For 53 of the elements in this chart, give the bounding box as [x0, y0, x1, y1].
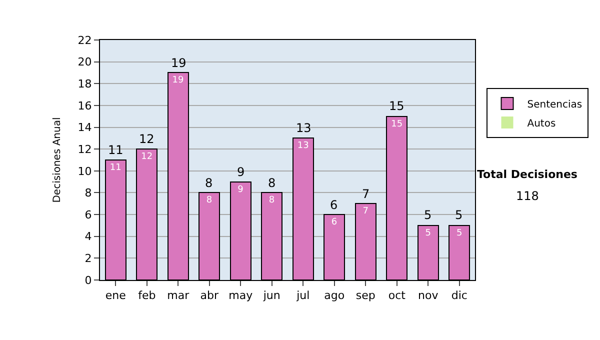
y-tick-label: 16 — [78, 99, 92, 112]
y-tick-label: 14 — [78, 121, 92, 134]
y-tick-label: 18 — [78, 77, 92, 90]
total-label: 12 — [139, 132, 154, 146]
total-label: 8 — [205, 176, 213, 190]
legend-label: Sentencias — [527, 99, 582, 110]
x-tick-label: jul — [296, 289, 310, 302]
x-tick-label: abr — [200, 289, 219, 302]
data-label: 8 — [206, 196, 212, 206]
total-label: 19 — [171, 56, 186, 70]
x-tick-label: ene — [105, 289, 126, 302]
x-tick-label: nov — [418, 289, 439, 302]
y-tick-label: 0 — [84, 274, 92, 287]
x-tick-label: oct — [388, 289, 406, 302]
total-label: 6 — [330, 198, 338, 212]
total-label: 13 — [296, 121, 312, 135]
data-label: 12 — [141, 152, 153, 162]
data-label: 9 — [238, 184, 244, 195]
y-tick-label: 6 — [84, 208, 92, 222]
text: 118 — [516, 189, 539, 203]
y-tick-label: 12 — [78, 142, 92, 156]
total-label: 5 — [455, 208, 463, 222]
text: Total Decisiones — [477, 168, 578, 181]
y-tick-label: 10 — [78, 164, 92, 178]
total-label: 8 — [268, 176, 276, 190]
y-tick-label: 2 — [84, 252, 92, 266]
data-label: 5 — [456, 228, 462, 238]
x-tick-label: jun — [262, 289, 280, 302]
y-tick-label: 20 — [78, 56, 92, 69]
data-label: 7 — [362, 206, 368, 217]
y-tick-label: 22 — [78, 34, 92, 47]
total-label: 7 — [362, 187, 370, 201]
y-axis-title: Decisiones Anual — [52, 117, 63, 203]
total-label: 5 — [424, 208, 432, 222]
y-tick-label: 8 — [84, 186, 92, 200]
data-label: 5 — [425, 228, 431, 238]
data-label: 6 — [331, 218, 338, 228]
total-label: 9 — [237, 165, 245, 179]
y-tick-label: 4 — [84, 230, 92, 244]
x-tick-label: dic — [451, 289, 468, 302]
data-label: 15 — [391, 119, 403, 130]
x-tick-label: feb — [138, 289, 156, 302]
data-label: 13 — [297, 141, 309, 152]
x-tick-label: ago — [324, 289, 345, 302]
x-tick-label: mar — [167, 289, 190, 302]
data-label: 8 — [268, 196, 275, 206]
x-tick-label: may — [228, 289, 254, 302]
data-label: 19 — [172, 76, 184, 86]
total-label: 11 — [108, 143, 124, 157]
legend-label: Autos — [527, 118, 556, 130]
total-label: 15 — [389, 99, 404, 113]
data-label: 11 — [110, 163, 122, 173]
x-tick-label: sep — [356, 289, 376, 302]
